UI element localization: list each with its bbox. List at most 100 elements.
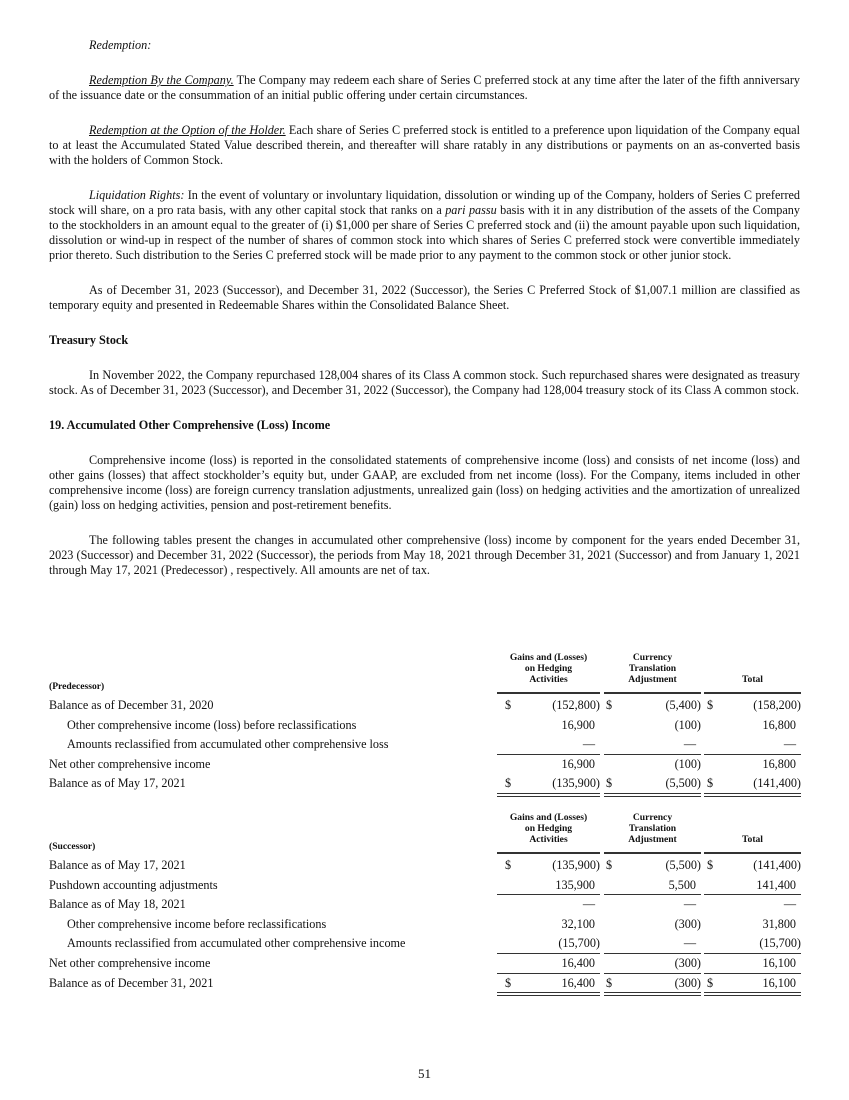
subtotal-rule xyxy=(704,953,801,954)
table-row: Balance as of May 18, 2021 — — — xyxy=(49,895,801,914)
row-label-text: Pushdown accounting adjustments xyxy=(49,877,220,892)
cell-value: (135,900) xyxy=(552,858,600,872)
cell-value: (300) xyxy=(674,916,701,931)
currency-symbol: $ xyxy=(707,858,714,872)
table-row: Net other comprehensive income 16,400 (300… xyxy=(49,954,801,973)
column-header: Currency Translation Adjustment xyxy=(604,652,701,692)
table-row: Balance as of May 17, 2021 $ (135,900) $ (5,… xyxy=(49,774,801,793)
cell-value: — xyxy=(683,737,696,752)
table-row: Other comprehensive income before reclas… xyxy=(49,915,801,934)
table-row: Balance as of December 31, 2021 $16,400 $ (… xyxy=(49,974,801,993)
row-label: Net other comprehensive income xyxy=(49,755,495,774)
currency-symbol: $ xyxy=(606,975,613,990)
row-label-text: Balance as of December 31, 2020 xyxy=(49,698,216,712)
paragraph-text: The Company may redeem each share of Ser… xyxy=(49,73,800,102)
cell-value: — xyxy=(683,897,696,912)
cell-value: (152,800) xyxy=(552,698,600,712)
subtotal-rule xyxy=(704,894,801,896)
subtotal-rule xyxy=(604,972,701,974)
paragraph-text: Each share of Series C preferred stock i… xyxy=(49,123,800,167)
row-label: Balance as of May 18, 2021 xyxy=(49,895,495,914)
column-header: Currency Translation Adjustment xyxy=(604,812,701,852)
cell-value: 31,800 xyxy=(762,916,796,931)
subtotal-rule xyxy=(604,753,701,755)
cell-value: 16,800 xyxy=(762,756,796,771)
column-header: Total xyxy=(704,674,801,714)
header-rule xyxy=(604,852,701,854)
subtotal-rule xyxy=(497,753,600,755)
column-header: Gains and (Losses) on Hedging Activities xyxy=(497,812,600,852)
cell-value: (158,200) xyxy=(753,698,801,712)
row-label: Pushdown accounting adjustments xyxy=(49,876,495,895)
paragraph-series-c: As of December 31, 2023 (Successor), and… xyxy=(49,283,800,312)
total-double-rule xyxy=(497,992,600,997)
paragraph-liquidation-rights: Liquidation Rights: In the event of volu… xyxy=(49,188,800,263)
paragraph-text: basis with it in any distribution of the… xyxy=(49,203,800,262)
column-header-line: Total xyxy=(742,834,763,845)
table-row: Balance as of December 31, 2020 $ (152,800… xyxy=(49,696,801,715)
cell-value: 16,900 xyxy=(561,717,595,732)
row-label: Balance as of May 17, 2021 xyxy=(49,856,495,875)
total-double-rule xyxy=(704,793,801,797)
cell-value: — xyxy=(783,897,796,912)
table-row: Net other comprehensive income 16,900 (100… xyxy=(49,755,801,774)
total-double-rule xyxy=(704,992,801,997)
cell-value: (5,500) xyxy=(665,776,701,791)
column-header-line: on Hedging xyxy=(524,663,573,674)
column-header-line: Gains and (Losses) xyxy=(509,812,588,823)
cell-value: 16,100 xyxy=(762,975,796,990)
paragraph-lead: Redemption at the Option of the Holder. xyxy=(89,123,286,137)
table-row: Balance as of May 17, 2021 $ (135,900) $ (5,… xyxy=(49,856,801,875)
header-rule xyxy=(704,852,801,854)
table-row: Other comprehensive income (loss) before… xyxy=(49,716,801,735)
cell-value: (100) xyxy=(674,756,701,771)
row-label-text: Other comprehensive income before reclas… xyxy=(67,916,329,931)
currency-symbol: $ xyxy=(707,776,714,791)
row-label-text: Balance as of December 31, 2021 xyxy=(49,975,216,990)
row-label-text: Balance as of May 18, 2021 xyxy=(49,897,188,912)
cell-value: (15,700) xyxy=(759,936,801,951)
paragraph-redemption-company: Redemption By the Company. The Company m… xyxy=(49,73,800,103)
document-body: Redemption: Redemption By the Company. T… xyxy=(49,38,800,578)
subtotal-rule xyxy=(704,972,801,974)
row-label: Net other comprehensive income xyxy=(49,954,495,973)
paragraph-comprehensive-income: Comprehensive income (loss) is reported … xyxy=(49,453,800,512)
cell-value: (141,400) xyxy=(753,776,801,791)
paragraph-tables-intro: The following tables present the changes… xyxy=(49,533,800,577)
cell-value: (300) xyxy=(674,956,701,970)
cell-value: 16,400 xyxy=(561,956,595,970)
cell-value: (135,900) xyxy=(552,776,600,791)
row-label: Balance as of December 31, 2021 xyxy=(49,974,495,993)
cell-value: (5,400) xyxy=(665,698,701,712)
cell-value: 16,400 xyxy=(561,975,595,990)
cell-value: (100) xyxy=(674,717,701,732)
cell-value: (300) xyxy=(674,975,701,990)
cell-value: — xyxy=(683,936,696,951)
column-header: Gains and (Losses) on Hedging Activities xyxy=(497,652,600,692)
currency-symbol: $ xyxy=(505,858,512,872)
cell-value: 16,100 xyxy=(762,956,796,970)
section-heading: 19. Accumulated Other Comprehensive (Los… xyxy=(49,418,331,432)
cell-value: 16,800 xyxy=(762,717,796,732)
row-label-text: Other comprehensive income (loss) before… xyxy=(67,717,359,732)
column-header-line: Adjustment xyxy=(628,834,677,845)
currency-symbol: $ xyxy=(505,975,512,990)
subtotal-rule xyxy=(604,953,701,954)
paragraph-text: In the event of voluntary or involuntary… xyxy=(49,188,801,217)
row-label-text: Balance as of May 17, 2021 xyxy=(49,858,188,872)
subtotal-rule xyxy=(497,894,600,896)
table-row: Amounts reclassified from accumulated ot… xyxy=(49,735,801,754)
table-period-label: (Successor) xyxy=(49,841,96,852)
paragraph-redemption-holder: Redemption at the Option of the Holder. … xyxy=(49,123,800,168)
paragraph-lead: Redemption By the Company. xyxy=(89,73,234,87)
column-header-line: Total xyxy=(742,674,763,685)
row-label: Other comprehensive income before reclas… xyxy=(67,915,495,934)
currency-symbol: $ xyxy=(606,776,613,791)
header-rule xyxy=(497,692,600,694)
column-header-line: Currency xyxy=(632,812,673,823)
currency-symbol: $ xyxy=(707,975,714,990)
header-rule xyxy=(604,692,701,694)
total-double-rule xyxy=(604,992,701,997)
subtotal-rule xyxy=(604,894,701,896)
column-header-line: Activities xyxy=(529,834,568,845)
